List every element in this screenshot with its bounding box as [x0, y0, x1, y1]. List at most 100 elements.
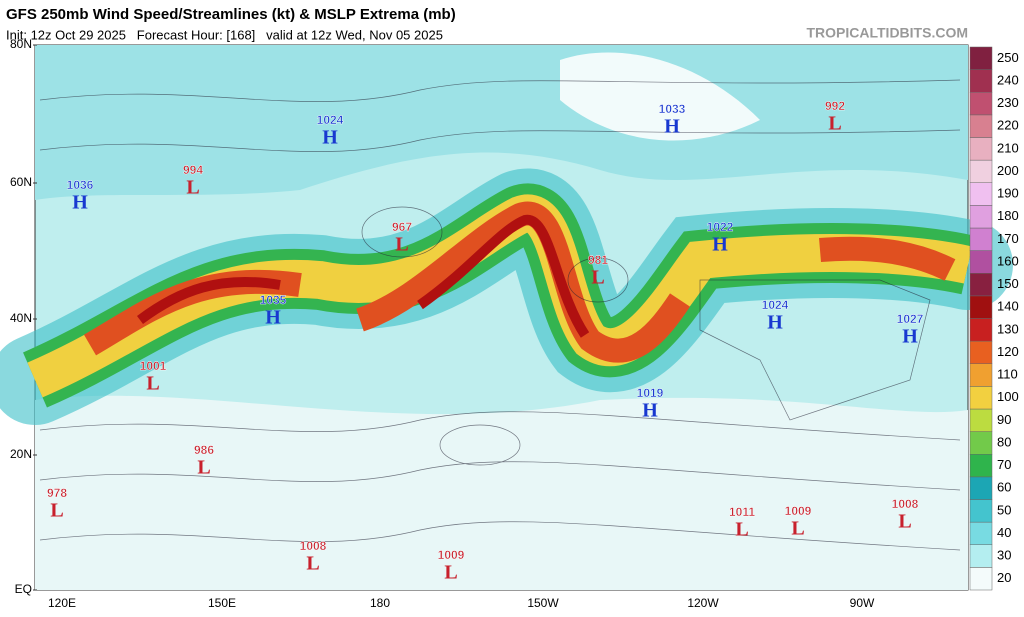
colorbar-swatch	[969, 476, 993, 500]
pressure-letter: H	[664, 116, 680, 138]
colorbar-label: 160	[997, 253, 1019, 268]
colorbar-label: 120	[997, 344, 1019, 359]
pressure-letter: H	[265, 307, 281, 329]
pressure-value: 1001	[140, 359, 167, 373]
pressure-value: 1008	[892, 497, 919, 511]
pressure-letter: L	[591, 267, 604, 289]
colorbar-label: 30	[997, 548, 1011, 563]
colorbar-swatch	[969, 340, 993, 364]
colorbar-label: 200	[997, 163, 1019, 178]
pressure-letter: L	[306, 553, 319, 575]
pressure-value: 992	[825, 99, 845, 113]
pressure-value: 1009	[785, 504, 812, 518]
pressure-value: 1024	[762, 298, 789, 312]
colorbar-swatch	[969, 318, 993, 342]
colorbar-swatch	[969, 227, 993, 251]
colorbar-label: 240	[997, 72, 1019, 87]
colorbar-swatch	[969, 363, 993, 387]
pressure-value: 1019	[637, 386, 664, 400]
pressure-letter: L	[898, 511, 911, 533]
pressure-value: 981	[588, 253, 608, 267]
colorbar-swatch	[969, 159, 993, 183]
colorbar-label: 180	[997, 208, 1019, 223]
colorbar-swatch	[969, 250, 993, 274]
colorbar-label: 190	[997, 186, 1019, 201]
pressure-centers: 1036H994L1024H1033H992L967L981L1022H1035…	[47, 99, 924, 584]
colorbar-label: 70	[997, 457, 1011, 472]
pressure-value: 1009	[438, 548, 465, 562]
colorbar-swatch	[969, 69, 993, 93]
colorbar-swatch	[969, 92, 993, 116]
lon-label: 150E	[208, 596, 236, 610]
colorbar-swatch	[969, 386, 993, 410]
pressure-letter: H	[322, 127, 338, 149]
pressure-letter: L	[395, 234, 408, 256]
colorbar-swatch	[969, 544, 993, 568]
colorbar-swatch	[969, 431, 993, 455]
lat-label: 60N	[10, 175, 32, 189]
colorbar-swatch	[969, 137, 993, 161]
pressure-value: 1036	[67, 178, 94, 192]
lat-label: EQ	[15, 582, 32, 596]
pressure-letter: H	[642, 400, 658, 422]
pressure-value: 967	[392, 220, 412, 234]
colorbar-label: 250	[997, 50, 1019, 65]
pressure-letter: L	[50, 500, 63, 522]
lon-label: 120W	[687, 596, 719, 610]
colorbar-label: 100	[997, 389, 1019, 404]
colorbar-label: 50	[997, 502, 1011, 517]
pressure-letter: H	[767, 312, 783, 334]
pressure-letter: L	[444, 562, 457, 584]
pressure-letter: H	[902, 326, 918, 348]
colorbar-swatch	[969, 454, 993, 478]
pressure-letter: L	[186, 177, 199, 199]
pressure-letter: H	[72, 192, 88, 214]
pressure-letter: L	[791, 518, 804, 540]
pressure-value: 1033	[659, 102, 686, 116]
lat-label: 80N	[10, 37, 32, 51]
pressure-value: 1008	[300, 539, 327, 553]
colorbar-swatch	[969, 182, 993, 206]
lon-label: 120E	[48, 596, 76, 610]
map	[0, 44, 1013, 591]
colorbar-label: 110	[997, 367, 1018, 382]
pressure-value: 986	[194, 443, 214, 457]
colorbar-label: 20	[997, 570, 1011, 585]
pressure-value: 1035	[260, 293, 287, 307]
colorbar-swatch	[969, 567, 993, 591]
pressure-value: 978	[47, 486, 67, 500]
colorbar-label: 40	[997, 525, 1011, 540]
title: GFS 250mb Wind Speed/Streamlines (kt) & …	[6, 6, 456, 23]
colorbar-swatch	[969, 295, 993, 319]
colorbar-label: 80	[997, 434, 1011, 449]
pressure-letter: L	[735, 519, 748, 541]
colorbar-swatch	[969, 205, 993, 229]
colorbar-label: 170	[997, 231, 1019, 246]
subtitle: Init: 12z Oct 29 2025 Forecast Hour: [16…	[6, 27, 443, 42]
pressure-letter: L	[197, 457, 210, 479]
colorbar-swatch	[969, 521, 993, 545]
colorbar-label: 90	[997, 412, 1011, 427]
colorbar-label: 220	[997, 118, 1019, 133]
colorbar-swatch	[969, 46, 993, 70]
lat-label: 20N	[10, 447, 32, 461]
pressure-letter: H	[712, 234, 728, 256]
colorbar-swatch	[969, 273, 993, 297]
lat-label: 40N	[10, 311, 32, 325]
pressure-value: 1027	[897, 312, 924, 326]
colorbar-swatch	[969, 499, 993, 523]
colorbar-label: 230	[997, 95, 1019, 110]
axes: 80N 60N 40N 20N EQ 120E 150E 180 150W 120W 90W	[10, 37, 875, 610]
colorbar: 20 30 40 50 60 70 80 90 100 110 120 130 140 150 160 170…	[969, 46, 1019, 591]
lon-label: 180	[370, 596, 390, 610]
colorbar-label: 60	[997, 480, 1011, 495]
lon-label: 150W	[527, 596, 559, 610]
lon-label: 90W	[850, 596, 875, 610]
pressure-value: 1022	[707, 220, 734, 234]
colorbar-label: 210	[997, 140, 1019, 155]
colorbar-swatch	[969, 114, 993, 138]
pressure-value: 1024	[317, 113, 344, 127]
colorbar-swatch	[969, 408, 993, 432]
